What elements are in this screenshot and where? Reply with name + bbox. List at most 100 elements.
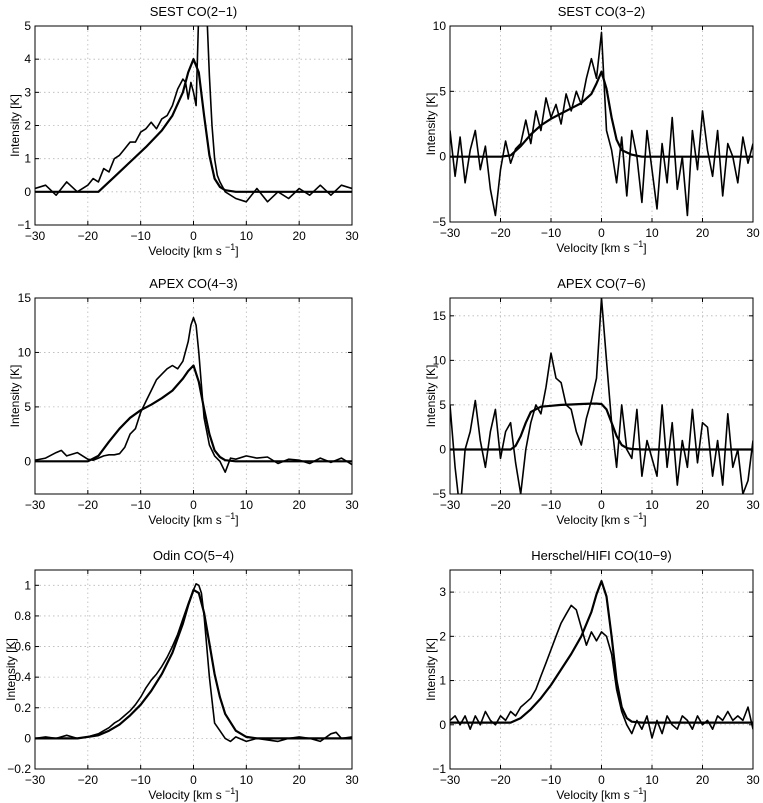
- x-tick-label: −10: [130, 498, 151, 512]
- y-tick-label: −5: [432, 215, 446, 229]
- x-tick-label: 20: [292, 773, 306, 787]
- y-axis-label: Intensity [K]: [8, 94, 22, 157]
- y-tick-label: 3: [24, 85, 31, 99]
- series-model-line: [450, 579, 753, 724]
- x-tick-label: 10: [645, 226, 659, 240]
- x-axis-label: Velocity [km s −1]: [148, 786, 238, 802]
- x-tick-label: −30: [25, 229, 46, 243]
- series-observed-line: [35, 316, 352, 474]
- x-tick-label: 0: [598, 498, 605, 512]
- y-tick-label: 10: [433, 19, 447, 33]
- x-tick-label: 0: [598, 773, 605, 787]
- y-tick-label: 10: [18, 345, 32, 359]
- plot-frame: [449, 25, 754, 223]
- x-tick-label: −10: [130, 229, 151, 243]
- x-tick-label: −10: [541, 226, 562, 240]
- y-tick-label: 10: [433, 353, 447, 367]
- y-tick-label: 1: [439, 674, 446, 688]
- y-tick-label: 0.4: [14, 670, 31, 684]
- plot-frame: [34, 25, 353, 226]
- series-model-line: [35, 58, 352, 193]
- plot-frame: [449, 569, 754, 770]
- panel-2: −30 −20 −10 0 10 20 30 −5 0 5 10 SEST CO(3−2) Veloci…: [424, 4, 760, 255]
- x-tick-label: −30: [25, 498, 46, 512]
- x-tick-label: −20: [490, 226, 511, 240]
- x-tick-label: 30: [345, 773, 359, 787]
- x-tick-label: 10: [240, 229, 254, 243]
- y-tick-label: 0: [24, 185, 31, 199]
- x-axis-label: Velocity [km s −1]: [148, 242, 238, 258]
- y-axis-label: Intensity [K]: [8, 365, 22, 428]
- series-model-line: [35, 364, 352, 463]
- y-axis-label: Intensity [K]: [424, 638, 438, 701]
- panel-title: APEX CO(7−6): [557, 276, 646, 291]
- panel-title: APEX CO(4−3): [149, 276, 238, 291]
- plot-frame: [34, 297, 353, 495]
- x-tick-label: −30: [440, 773, 461, 787]
- y-tick-label: 0: [439, 150, 446, 164]
- panel-5: −30 −20 −10 0 10 20 30 −0.2 0 0.2 0.4 0.6 0.8 1 Odin C…: [4, 548, 359, 802]
- y-tick-label: 0: [24, 731, 31, 745]
- x-tick-label: −20: [490, 498, 511, 512]
- x-tick-label: 0: [190, 498, 197, 512]
- y-tick-label: 0.6: [14, 640, 31, 654]
- x-axis-label: Velocity [km s −1]: [556, 511, 646, 527]
- x-tick-label: −10: [541, 773, 562, 787]
- y-axis-label: Intensity [K]: [424, 365, 438, 428]
- x-tick-label: −10: [130, 773, 151, 787]
- x-tick-label: 10: [240, 498, 254, 512]
- x-tick-label: −30: [25, 773, 46, 787]
- x-tick-label: −30: [440, 498, 461, 512]
- y-tick-label: 0.2: [14, 701, 31, 715]
- y-tick-label: −1: [17, 218, 31, 232]
- y-tick-label: 0.8: [14, 609, 31, 623]
- y-tick-label: −1: [432, 762, 446, 776]
- panel-title: SEST CO(3−2): [558, 4, 646, 19]
- y-tick-label: −0.2: [7, 762, 31, 776]
- y-tick-label: 2: [439, 629, 446, 643]
- y-tick-label: 5: [24, 19, 31, 33]
- x-tick-label: 0: [190, 229, 197, 243]
- x-tick-label: 30: [746, 226, 760, 240]
- x-axis-label: Velocity [km s −1]: [148, 511, 238, 527]
- x-tick-label: 30: [746, 773, 760, 787]
- series-observed-line: [450, 31, 753, 217]
- plot-frame: [34, 569, 353, 770]
- y-tick-label: −5: [432, 487, 446, 501]
- y-tick-label: 1: [24, 578, 31, 592]
- x-tick-label: 10: [645, 773, 659, 787]
- panel-title: Odin CO(5−4): [153, 548, 234, 563]
- panel-3: −30 −20 −10 0 10 20 30 0 5 10 15 APEX CO(4−3) Veloci…: [8, 276, 359, 527]
- series-observed-line: [35, 26, 352, 203]
- panel-title: SEST CO(2−1): [150, 4, 238, 19]
- series-model-line: [35, 588, 352, 740]
- series-model-line: [450, 70, 753, 158]
- panel-4: −30 −20 −10 0 10 20 30 −5 0 5 10 15 APEX CO(7−6) Velo…: [424, 276, 760, 527]
- series-observed-line: [450, 604, 753, 739]
- x-tick-label: −20: [78, 498, 99, 512]
- x-tick-label: 20: [696, 773, 710, 787]
- x-tick-label: 20: [292, 498, 306, 512]
- y-axis-label: Intensity [K]: [424, 93, 438, 156]
- x-tick-label: 30: [345, 498, 359, 512]
- y-tick-label: 3: [439, 585, 446, 599]
- x-tick-label: 20: [292, 229, 306, 243]
- y-tick-label: 0: [439, 442, 446, 456]
- x-axis-label: Velocity [km s −1]: [556, 239, 646, 255]
- x-tick-label: 20: [696, 498, 710, 512]
- y-tick-label: 15: [18, 291, 32, 305]
- x-axis-label: Velocity [km s −1]: [556, 786, 646, 802]
- x-tick-label: −10: [541, 498, 562, 512]
- y-axis-label: Intensity [K]: [4, 638, 18, 701]
- x-tick-label: 30: [345, 229, 359, 243]
- series-observed-line: [450, 298, 753, 494]
- x-tick-label: −30: [440, 226, 461, 240]
- y-tick-label: 2: [24, 119, 31, 133]
- x-tick-label: −20: [490, 773, 511, 787]
- x-tick-label: 30: [746, 498, 760, 512]
- y-tick-label: 5: [439, 84, 446, 98]
- plot-frame: [449, 297, 754, 495]
